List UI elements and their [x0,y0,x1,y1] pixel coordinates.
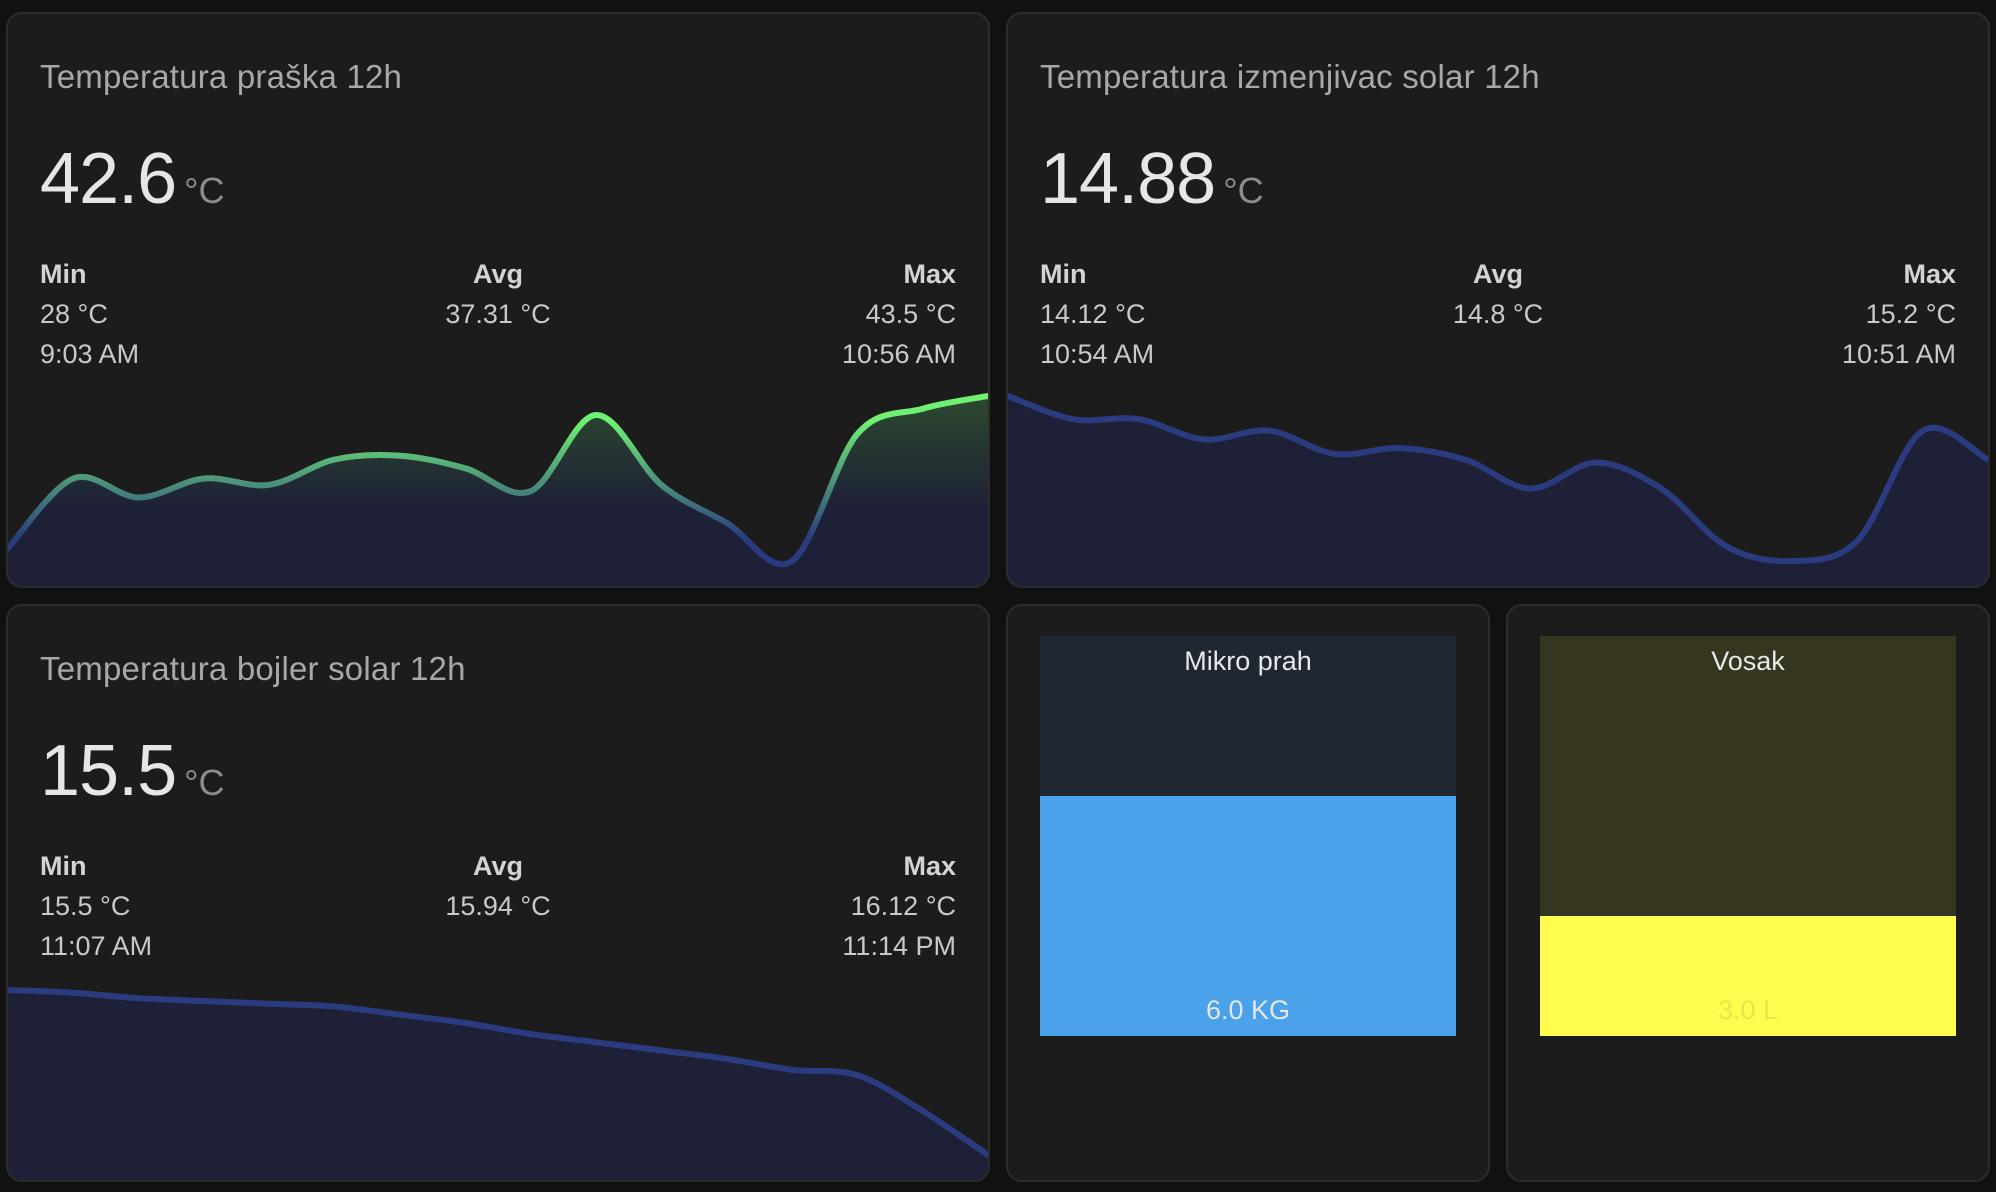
avg-label: Avg [1472,259,1523,289]
gauge-value: 6.0 KG [1205,995,1291,1025]
gauge-title: Mikro prah [1184,646,1312,676]
level-fill [1040,796,1456,1036]
min-stat: Min 28 °C 9:03 AM [40,254,139,374]
min-label: Min [1040,259,1087,289]
gauge-title: Vosak [1711,646,1785,676]
min-value: 28 °C [40,299,108,329]
avg-value: 14.8 °C [1452,299,1544,329]
level-card-vosak[interactable]: Vosak 3.0 L [1506,604,1990,1182]
max-time: 10:51 AM [1841,339,1956,369]
card-title: Temperatura bojler solar 12h [40,650,466,687]
graph-line [8,990,988,1155]
max-value: 15.2 °C [1865,299,1956,329]
avg-label: Avg [472,851,523,881]
card-title: Temperatura praška 12h [40,58,403,95]
min-time: 10:54 AM [1040,339,1155,369]
max-time: 10:56 AM [841,339,956,369]
current-value: 42.6 °C [40,138,225,220]
gauge-value: 3.0 L [1717,995,1779,1025]
current-value-unit: °C [184,170,225,211]
level-card-mikro-prah[interactable]: Mikro prah 6.0 KG [1006,604,1490,1182]
current-value-number: 14.88 [1040,139,1216,219]
avg-stat: Avg 37.31 °C [8,254,988,334]
avg-label: Avg [472,259,523,289]
current-value-number: 42.6 [40,139,177,219]
current-value-unit: °C [184,762,225,803]
min-time: 11:07 AM [40,931,153,961]
avg-value: 37.31 °C [445,299,551,329]
max-time: 11:14 PM [842,931,956,961]
current-value-unit: °C [1223,170,1264,211]
current-value-number: 15.5 [40,731,177,811]
graph-line [1008,396,1988,561]
current-value: 14.88 °C [1040,138,1264,220]
graph-area [8,396,988,586]
max-stat: Max 15.2 °C 10:51 AM [1842,254,1956,374]
min-time: 9:03 AM [40,339,140,369]
temperature-card-bojler[interactable]: Temperatura bojler solar 12h 15.5 °C Avg … [6,604,990,1182]
history-graph[interactable] [1008,376,1988,586]
max-stat: Max 16.12 °C 11:14 PM [842,846,956,966]
min-value: 14.12 °C [1040,299,1146,329]
avg-value: 15.94 °C [445,891,551,921]
max-stat: Max 43.5 °C 10:56 AM [842,254,956,374]
current-value: 15.5 °C [40,730,225,812]
card-title: Temperatura izmenjivac solar 12h [1040,58,1540,95]
max-label: Max [1903,259,1956,289]
min-label: Min [40,259,87,289]
max-value: 43.5 °C [865,299,956,329]
level-fill [1540,916,1956,1036]
min-label: Min [40,851,87,881]
graph-line [8,396,988,564]
temperature-card-izmenjivac[interactable]: Temperatura izmenjivac solar 12h 14.88 °C… [1006,12,1990,588]
graph-area [1008,396,1988,586]
history-graph[interactable] [8,970,988,1180]
avg-stat: Avg 15.94 °C [8,846,988,926]
graph-area [8,990,988,1180]
min-stat: Min 14.12 °C 10:54 AM [1040,254,1154,374]
temperature-card-praska[interactable]: Temperatura praška 12h 42.6 °C Avg 37.31 … [6,12,990,588]
avg-stat: Avg 14.8 °C [1008,254,1988,334]
level-gauge[interactable]: Mikro prah 6.0 KG [1040,636,1456,1036]
level-gauge[interactable]: Vosak 3.0 L [1540,636,1956,1036]
max-value: 16.12 °C [850,891,956,921]
history-graph[interactable] [8,376,988,586]
min-value: 15.5 °C [40,891,131,921]
max-label: Max [903,851,956,881]
min-stat: Min 15.5 °C 11:07 AM [40,846,152,966]
max-label: Max [903,259,956,289]
